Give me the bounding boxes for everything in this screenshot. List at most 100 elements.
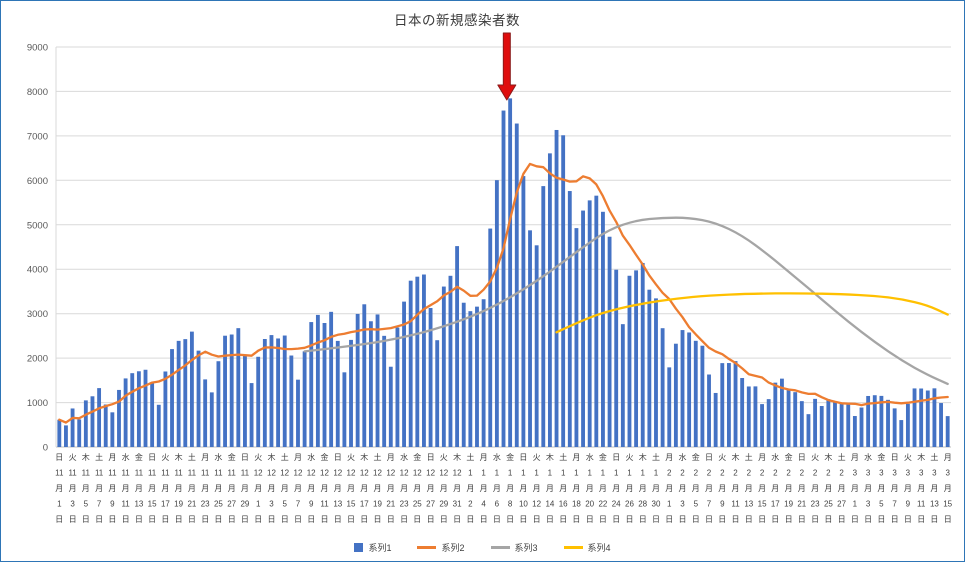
bar-series1 xyxy=(468,311,473,447)
x-tick-label: 火 11 月 3 日 xyxy=(68,453,77,524)
bar-series1 xyxy=(620,324,625,447)
bar-series1 xyxy=(707,374,711,447)
bar-series1 xyxy=(833,401,837,447)
bar-series1 xyxy=(402,301,406,447)
x-tick-label: 木 2 月 11 日 xyxy=(731,452,740,524)
bar-series1 xyxy=(382,335,387,447)
bar-series1 xyxy=(156,404,161,447)
bar-series1 xyxy=(441,286,446,447)
bar-series1 xyxy=(786,389,791,447)
x-tick-label: 日 1 月 10 日 xyxy=(519,453,528,524)
bar-series1 xyxy=(262,339,267,447)
x-tick-label: 月 1 月 18 日 xyxy=(572,453,581,524)
x-tick-label: 土 11 月 21 日 xyxy=(187,452,196,524)
bar-series1 xyxy=(475,306,479,447)
bar-series1 xyxy=(296,379,300,447)
bar-series1 xyxy=(415,276,420,447)
bar-series1 xyxy=(329,311,334,447)
bar-series1 xyxy=(282,335,287,447)
bar-series1 xyxy=(567,191,572,447)
bar-series1 xyxy=(256,356,261,447)
y-tick-label: 0 xyxy=(43,443,48,454)
bar-series1 xyxy=(103,404,108,447)
legend-item-series2: 系列2 xyxy=(417,541,465,554)
annotation-arrow-icon xyxy=(497,32,517,101)
x-tick-label: 月 11 月 9 日 xyxy=(108,453,117,524)
bar-series1 xyxy=(183,339,188,447)
x-tick-label: 金 12 月 25 日 xyxy=(413,452,422,524)
bar-series1 xyxy=(435,340,440,447)
bar-series1 xyxy=(899,420,904,447)
bar-series1 xyxy=(892,408,897,447)
bar-series1 xyxy=(395,327,400,447)
bar-series1 xyxy=(223,335,227,447)
x-tick-label: 水 12 月 23 日 xyxy=(400,452,409,524)
x-tick-label: 土 2 月 27 日 xyxy=(837,452,846,524)
bar-series1 xyxy=(680,330,685,447)
bar-series1 xyxy=(322,323,327,447)
x-tick-label: 土 1 月 30 日 xyxy=(652,452,661,524)
x-tick-label: 日 2 月 21 日 xyxy=(797,453,806,524)
bar-series1 xyxy=(640,262,645,447)
bar-series1 xyxy=(673,343,678,447)
bar-series1 xyxy=(859,407,864,447)
y-tick-label: 2000 xyxy=(27,354,48,365)
bar-series1 xyxy=(879,395,884,447)
bar-series1 xyxy=(209,392,214,447)
bar-series1 xyxy=(83,400,88,447)
bar-series1 xyxy=(846,402,851,447)
legend-item-series3: 系列3 xyxy=(490,541,538,554)
y-tick-label: 9000 xyxy=(27,43,48,54)
bar-series1 xyxy=(700,345,705,447)
bar-series1 xyxy=(819,406,824,447)
bar-series1 xyxy=(150,383,155,447)
x-tick-label: 木 3 月 11 日 xyxy=(917,452,926,524)
y-tick-label: 8000 xyxy=(27,87,48,98)
bar-series1 xyxy=(309,322,314,447)
bar-series1 xyxy=(216,361,221,447)
bar-series1 xyxy=(693,340,698,447)
bar-series1 xyxy=(461,302,466,447)
bar-series1 xyxy=(654,298,658,447)
x-tick-label: 月 2 月 15 日 xyxy=(758,453,767,524)
x-tick-label: 火 12 月 15 日 xyxy=(347,453,356,524)
x-tick-label: 月 3 月 15 日 xyxy=(943,453,952,524)
bar-series1 xyxy=(342,372,347,447)
x-tick-label: 日 11 月 15 日 xyxy=(148,453,157,524)
bar-series1 xyxy=(806,414,811,447)
x-tick-label: 土 2 月 13 日 xyxy=(744,452,753,524)
bar-series1 xyxy=(57,419,62,447)
x-tick-label: 木 12 月 31 日 xyxy=(453,452,462,524)
x-tick-label: 水 2 月 17 日 xyxy=(771,452,780,524)
bar-series1 xyxy=(720,363,725,447)
y-tick-label: 3000 xyxy=(27,309,48,320)
legend-item-series4: 系列4 xyxy=(563,541,611,554)
legend-label-series2: 系列2 xyxy=(441,543,465,553)
x-tick-label: 水 11 月 11 日 xyxy=(121,452,130,524)
x-tick-label: 木 2 月 25 日 xyxy=(824,452,833,524)
x-tick-label: 月 12 月 21 日 xyxy=(386,453,395,524)
x-tick-label: 金 12 月 11 日 xyxy=(320,452,329,524)
x-tick-label: 月 12 月 7 日 xyxy=(294,453,303,524)
legend-label-series3: 系列3 xyxy=(514,543,538,553)
bar-series1 xyxy=(176,340,181,447)
bar-series1 xyxy=(760,404,764,447)
bar-series1 xyxy=(189,331,194,447)
x-tick-label: 日 1 月 24 日 xyxy=(612,453,621,524)
bar-series1 xyxy=(375,314,380,447)
x-tick-label: 金 11 月 27 日 xyxy=(227,452,236,524)
x-tick-label: 木 1 月 28 日 xyxy=(638,452,647,524)
bar-series1 xyxy=(541,186,546,448)
x-tick-label: 土 12 月 19 日 xyxy=(373,452,382,524)
